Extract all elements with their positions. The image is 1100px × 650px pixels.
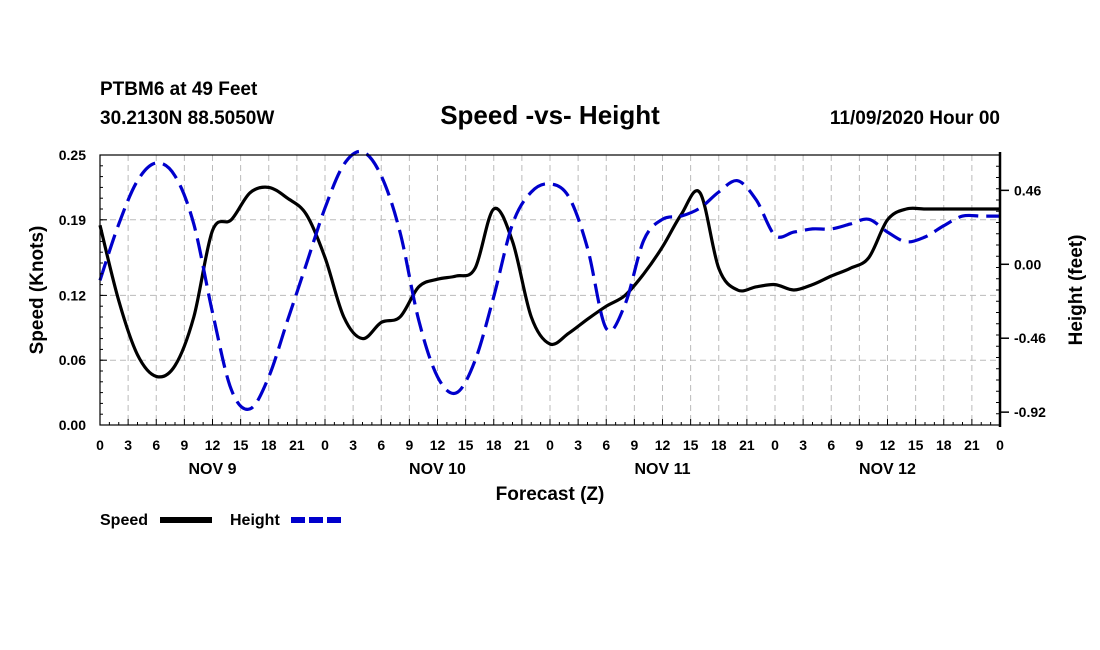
y-tick-label: 0.25 — [59, 147, 86, 163]
x-tick-label: 9 — [180, 437, 188, 453]
x-tick-label: 18 — [486, 437, 502, 453]
x-tick-label: 6 — [377, 437, 385, 453]
x-tick-label: 15 — [683, 437, 699, 453]
x-tick-label: 3 — [349, 437, 357, 453]
y-axis-title: Speed (Knots) — [27, 226, 48, 355]
speed-series-line — [98, 185, 1000, 379]
legend-speed-label: Speed — [100, 512, 148, 529]
x-tick-label: 12 — [205, 437, 221, 453]
day-label: NOV 10 — [409, 461, 466, 478]
day-label: NOV 9 — [188, 461, 236, 478]
x-tick-label: 6 — [827, 437, 835, 453]
legend-height-label: Height — [230, 512, 280, 529]
legend: Speed Height — [100, 512, 343, 529]
x-tick-label: 0 — [996, 437, 1004, 453]
x-tick-label: 21 — [964, 437, 980, 453]
x-tick-label: 21 — [514, 437, 530, 453]
series-layer — [98, 149, 1000, 411]
x-axis-title: Forecast (Z) — [496, 484, 605, 505]
x-tick-label: 9 — [855, 437, 863, 453]
x-tick-label: 9 — [630, 437, 638, 453]
y-right-axis-title: Height (feet) — [1066, 235, 1087, 346]
x-tick-label: 18 — [261, 437, 277, 453]
y-tick-label: 0.19 — [59, 212, 86, 228]
x-tick-label: 3 — [124, 437, 132, 453]
x-tick-label: 12 — [880, 437, 896, 453]
axis-ticks — [99, 154, 1009, 426]
chart-title: Speed -vs- Height — [440, 100, 660, 130]
x-tick-label: 6 — [152, 437, 160, 453]
y-tick-label: 0.12 — [59, 287, 86, 303]
location-label: 30.2130N 88.5050W — [100, 108, 274, 129]
x-tick-label: 9 — [405, 437, 413, 453]
x-tick-label: 12 — [430, 437, 446, 453]
grid-lines — [100, 155, 1000, 425]
x-tick-label: 21 — [739, 437, 755, 453]
x-tick-label: 0 — [546, 437, 554, 453]
x-tick-label: 18 — [936, 437, 952, 453]
x-tick-label: 15 — [908, 437, 924, 453]
x-tick-label: 12 — [655, 437, 671, 453]
x-tick-label: 15 — [233, 437, 249, 453]
x-tick-label: 15 — [458, 437, 474, 453]
height-series-line — [98, 149, 1000, 411]
x-tick-label: 21 — [289, 437, 305, 453]
y-right-tick-label: 0.46 — [1014, 182, 1041, 198]
day-label: NOV 12 — [859, 461, 916, 478]
station-label: PTBM6 at 49 Feet — [100, 79, 258, 100]
x-tick-label: 3 — [799, 437, 807, 453]
x-tick-label: 3 — [574, 437, 582, 453]
x-tick-label: 18 — [711, 437, 727, 453]
x-tick-label: 0 — [771, 437, 779, 453]
forecast-date: 11/09/2020 Hour 00 — [830, 108, 1000, 129]
axis-labels: 0 3 6 9 12 15 18 21 0 3 6 9 12 15 18 21 0 3 6 9 12 15 18 21 0 3 6 9… — [59, 147, 1046, 478]
day-label: NOV 11 — [634, 461, 690, 478]
y-right-tick-label: 0.00 — [1014, 256, 1041, 272]
y-right-tick-label: -0.92 — [1014, 404, 1046, 420]
y-tick-label: 0.00 — [59, 417, 86, 433]
y-tick-label: 0.06 — [59, 352, 86, 368]
y-right-tick-label: -0.46 — [1014, 330, 1046, 346]
x-tick-label: 6 — [602, 437, 610, 453]
x-tick-label: 0 — [321, 437, 329, 453]
x-tick-label: 0 — [96, 437, 104, 453]
